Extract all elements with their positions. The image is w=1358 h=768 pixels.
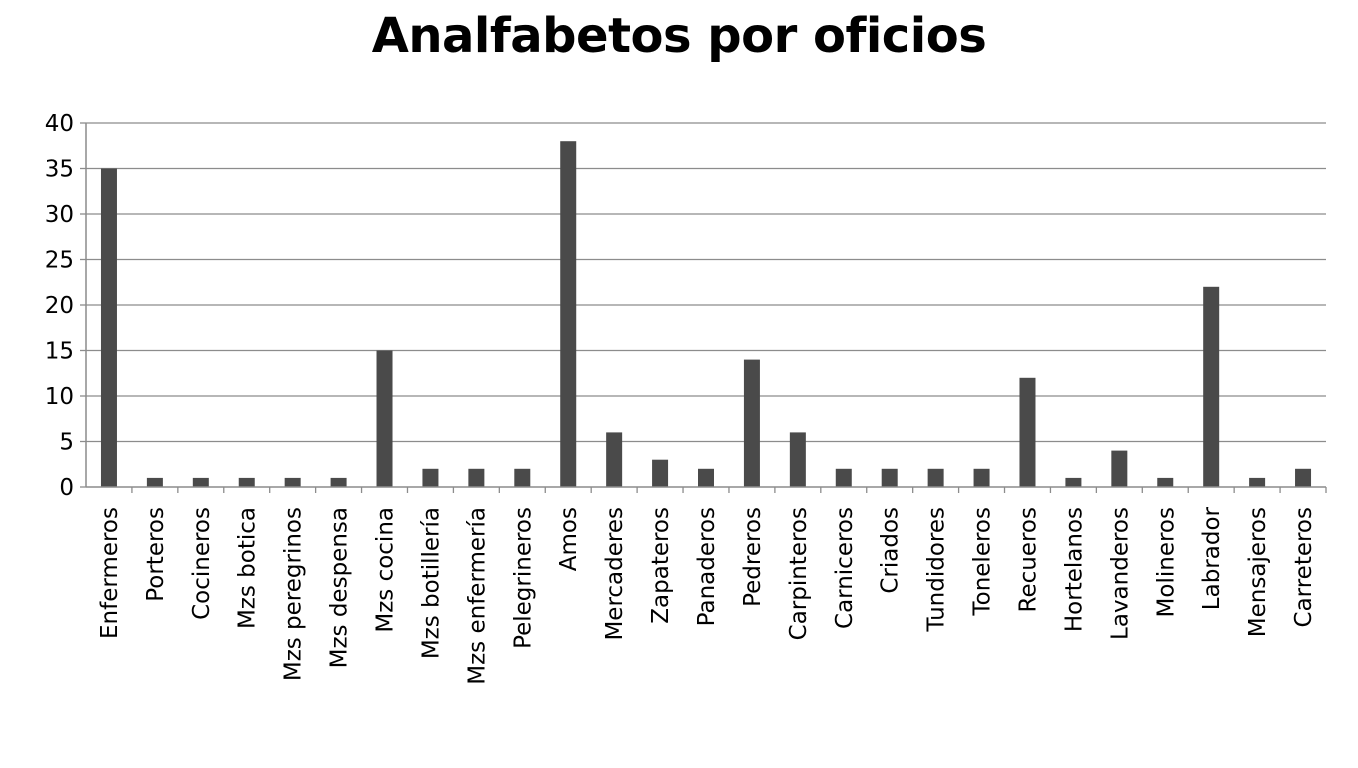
bar bbox=[881, 468, 898, 487]
chart-title: Analfabetos por oficios bbox=[371, 8, 987, 64]
x-axis-category-labels: Enfermeros Porteros Cocineros Mzs botica Mzs… bbox=[97, 506, 1317, 684]
axes bbox=[80, 122, 1327, 493]
x-category-label: Mzs cocina bbox=[373, 507, 399, 633]
x-category-label: Pelegrineros bbox=[510, 507, 536, 649]
bar bbox=[468, 468, 485, 487]
x-category-label: Mzs enfermería bbox=[464, 507, 490, 685]
bar bbox=[606, 432, 623, 487]
x-category-label: Molineros bbox=[1153, 507, 1179, 617]
y-tick-label: 40 bbox=[45, 111, 74, 137]
bar bbox=[652, 459, 669, 487]
bar bbox=[376, 350, 393, 487]
x-category-label: Tundidores bbox=[924, 507, 950, 632]
gridlines bbox=[86, 122, 1326, 443]
bar bbox=[560, 141, 577, 487]
y-tick-label: 35 bbox=[45, 157, 74, 183]
x-category-label: Enfermeros bbox=[97, 507, 123, 639]
bar bbox=[238, 477, 255, 487]
bar bbox=[1019, 377, 1036, 487]
x-category-label: Carniceros bbox=[832, 507, 858, 629]
y-tick-label: 30 bbox=[45, 202, 74, 228]
y-tick-label: 15 bbox=[45, 339, 74, 365]
x-category-label: Pedreros bbox=[740, 507, 766, 607]
x-category-label: Mzs despensa bbox=[327, 507, 353, 668]
x-category-label: Hortelanos bbox=[1061, 507, 1087, 632]
bar bbox=[743, 359, 760, 487]
bar bbox=[100, 168, 117, 487]
bar bbox=[284, 477, 301, 487]
bar bbox=[927, 468, 944, 487]
x-category-label: Mensajeros bbox=[1245, 507, 1271, 637]
y-tick-label: 20 bbox=[45, 293, 74, 319]
y-tick-label: 25 bbox=[45, 248, 74, 274]
x-category-label: Mzs botica bbox=[235, 507, 261, 629]
x-category-label: Cocineros bbox=[189, 507, 215, 620]
x-category-label: Mercaderes bbox=[602, 507, 628, 641]
bar bbox=[973, 468, 990, 487]
bar bbox=[1157, 477, 1174, 487]
x-category-label: Criados bbox=[878, 507, 904, 594]
bar bbox=[1203, 286, 1220, 487]
bar bbox=[192, 477, 209, 487]
bar bbox=[698, 468, 714, 487]
bar bbox=[789, 432, 806, 487]
x-category-label: Amos bbox=[556, 507, 582, 571]
bar bbox=[1249, 477, 1266, 487]
y-tick-label: 5 bbox=[59, 430, 74, 456]
y-axis-tick-labels: 0 5 10 15 20 25 30 35 40 bbox=[45, 111, 74, 501]
bar bbox=[146, 477, 163, 487]
bar bbox=[330, 477, 347, 487]
y-tick-label: 10 bbox=[45, 384, 74, 410]
bar bbox=[422, 468, 439, 487]
x-category-label: Labrador bbox=[1199, 506, 1225, 610]
bar bbox=[835, 468, 852, 487]
x-category-label: Carpinteros bbox=[786, 507, 812, 640]
bars bbox=[100, 141, 1312, 487]
x-category-label: Toneleros bbox=[970, 507, 996, 617]
x-category-label: Mzs peregrinos bbox=[281, 507, 307, 681]
bar bbox=[1111, 450, 1128, 487]
x-category-label: Mzs botillería bbox=[418, 507, 444, 659]
x-category-label: Porteros bbox=[143, 507, 169, 602]
x-category-label: Carreteros bbox=[1291, 507, 1317, 627]
x-category-label: Recueros bbox=[1015, 507, 1041, 612]
x-category-label: Zapateros bbox=[648, 507, 674, 624]
y-tick-label: 0 bbox=[59, 475, 74, 501]
x-category-label: Lavanderos bbox=[1107, 507, 1133, 640]
x-category-label: Panaderos bbox=[694, 507, 720, 626]
bar bbox=[514, 468, 531, 487]
bar bbox=[1065, 477, 1082, 487]
bar bbox=[1295, 468, 1312, 487]
